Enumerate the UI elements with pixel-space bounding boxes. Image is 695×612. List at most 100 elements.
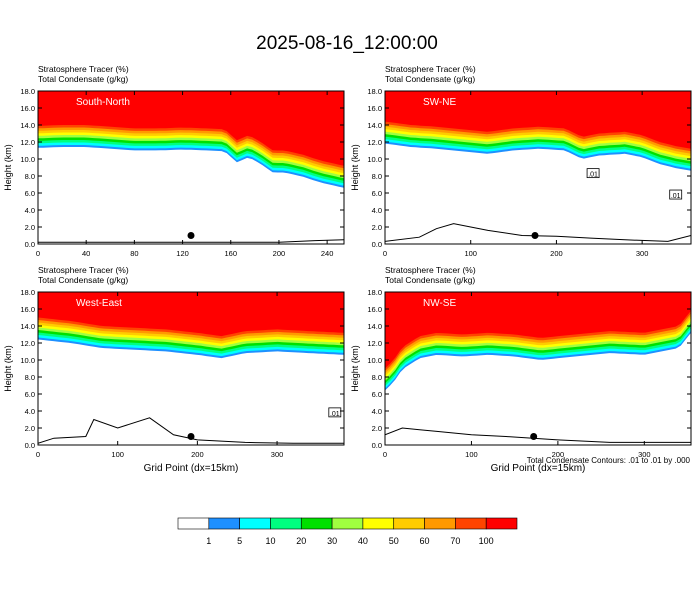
y-tick-label: 8.0 <box>25 373 35 382</box>
x-tick-label: 0 <box>383 450 387 459</box>
contour-label-box <box>586 168 600 179</box>
contour-label: .01 <box>586 168 600 179</box>
colorbar-label: 20 <box>296 536 306 546</box>
y-axis-label: Height (km) <box>350 144 360 191</box>
colorbar-label: 5 <box>237 536 242 546</box>
location-marker <box>531 232 539 239</box>
x-tick-label: 40 <box>82 249 90 258</box>
y-tick-label: 18.0 <box>20 288 35 297</box>
x-tick-label: 0 <box>36 249 40 258</box>
x-tick-label: 120 <box>176 249 189 258</box>
y-tick-label: 14.0 <box>20 322 35 331</box>
colorbar-swatch <box>239 517 271 530</box>
colorbar-swatch <box>208 517 240 530</box>
plot-area <box>38 91 344 244</box>
y-tick-label: 6.0 <box>25 189 35 198</box>
colorbar-swatch <box>270 517 302 530</box>
stratosphere-region <box>38 292 344 337</box>
x-tick-label: 240 <box>321 249 334 258</box>
plot-area: .01 .01 <box>385 91 691 244</box>
cross-section-label: South-North <box>76 97 130 108</box>
terrain-line <box>38 239 344 243</box>
x-tick-label: 200 <box>552 450 565 459</box>
panel-sw-ne: .01 .01 0.0 2.0 4.0 6.0 8.0 10.0 12.0 14.0 16.0 18.… <box>350 64 692 258</box>
x-tick-label: 100 <box>111 450 124 459</box>
y-tick-label: 10.0 <box>20 155 35 164</box>
y-tick-label: 4.0 <box>25 206 35 215</box>
variable-label-tracer: Stratosphere Tracer (%) <box>38 64 129 74</box>
variable-label-condensate: Total Condensate (g/kg) <box>38 74 128 84</box>
plot-frame <box>37 90 345 245</box>
colorbar-swatch <box>177 517 210 530</box>
y-tick-label: 16.0 <box>20 104 35 113</box>
y-tick-label: 2.0 <box>372 424 382 433</box>
contour-label-box <box>669 189 683 200</box>
y-tick-label: 8.0 <box>25 172 35 181</box>
x-tick-label: 100 <box>464 249 477 258</box>
plot-frame <box>384 90 692 245</box>
colorbar-label: 30 <box>327 536 337 546</box>
y-tick-label: 18.0 <box>20 87 35 96</box>
terrain-line <box>38 417 344 444</box>
location-marker <box>187 232 195 239</box>
colorbar-label: 40 <box>358 536 368 546</box>
y-tick-label: 4.0 <box>372 407 382 416</box>
variable-label-tracer: Stratosphere Tracer (%) <box>385 265 476 275</box>
colorbar-label: 50 <box>389 536 399 546</box>
y-axis-label: Height (km) <box>3 345 13 392</box>
y-tick-label: 18.0 <box>367 288 382 297</box>
y-axis-label: Height (km) <box>3 144 13 191</box>
y-tick-label: 0.0 <box>25 240 35 249</box>
variable-label-condensate: Total Condensate (g/kg) <box>385 275 475 285</box>
y-tick-label: 16.0 <box>20 305 35 314</box>
variable-label-condensate: Total Condensate (g/kg) <box>38 275 128 285</box>
y-tick-label: 2.0 <box>372 223 382 232</box>
panel-west-east: .01 0.0 2.0 4.0 6.0 8.0 10.0 12.0 14.0 16.0 18.0 0 1… <box>3 265 345 474</box>
x-tick-label: 160 <box>224 249 237 258</box>
colorbar-label: 1 <box>206 536 211 546</box>
plot-area: .01 <box>38 292 344 445</box>
location-marker <box>187 433 195 440</box>
colorbar-label: 70 <box>450 536 460 546</box>
y-tick-label: 12.0 <box>20 138 35 147</box>
y-tick-label: 16.0 <box>367 104 382 113</box>
terrain-line <box>385 223 691 242</box>
y-tick-label: 12.0 <box>20 339 35 348</box>
stratosphere-region <box>385 292 691 369</box>
terrain-line <box>385 427 691 443</box>
contour-label-text: .01 <box>588 172 598 179</box>
contour-label-box <box>328 407 342 418</box>
panels: 0.0 2.0 4.0 6.0 8.0 10.0 12.0 14.0 16.0 18.0 0 40 80… <box>3 64 692 474</box>
colorbar-swatch <box>362 517 395 530</box>
x-tick-label: 200 <box>550 249 563 258</box>
y-tick-label: 6.0 <box>25 390 35 399</box>
panel-nw-se: 0.0 2.0 4.0 6.0 8.0 10.0 12.0 14.0 16.0 18.0 0 100 2… <box>350 265 692 474</box>
colorbar-swatch <box>393 517 425 530</box>
x-tick-label: 80 <box>130 249 138 258</box>
contour-label: .01 <box>328 407 342 418</box>
y-tick-label: 10.0 <box>20 356 35 365</box>
y-tick-label: 4.0 <box>372 206 382 215</box>
x-tick-label: 200 <box>191 450 204 459</box>
plot-area <box>385 292 691 445</box>
y-tick-label: 0.0 <box>372 240 382 249</box>
y-tick-label: 8.0 <box>372 373 382 382</box>
y-tick-label: 0.0 <box>25 441 35 450</box>
colorbar-swatch <box>455 517 487 530</box>
y-tick-label: 0.0 <box>372 441 382 450</box>
y-tick-label: 18.0 <box>367 87 382 96</box>
y-tick-label: 6.0 <box>372 189 382 198</box>
contour-label-text: .01 <box>330 411 340 418</box>
y-tick-label: 14.0 <box>20 121 35 130</box>
x-tick-label: 300 <box>638 450 651 459</box>
variable-label-condensate: Total Condensate (g/kg) <box>385 74 475 84</box>
plot-frame <box>384 291 692 446</box>
contour-label: .01 <box>669 189 683 200</box>
y-tick-label: 14.0 <box>367 322 382 331</box>
y-tick-label: 10.0 <box>367 356 382 365</box>
plot-frame <box>37 291 345 446</box>
stratosphere-region <box>38 91 344 166</box>
variable-label-tracer: Stratosphere Tracer (%) <box>385 64 476 74</box>
contour-note: Total Condensate Contours: .01 to .01 by… <box>527 456 691 465</box>
